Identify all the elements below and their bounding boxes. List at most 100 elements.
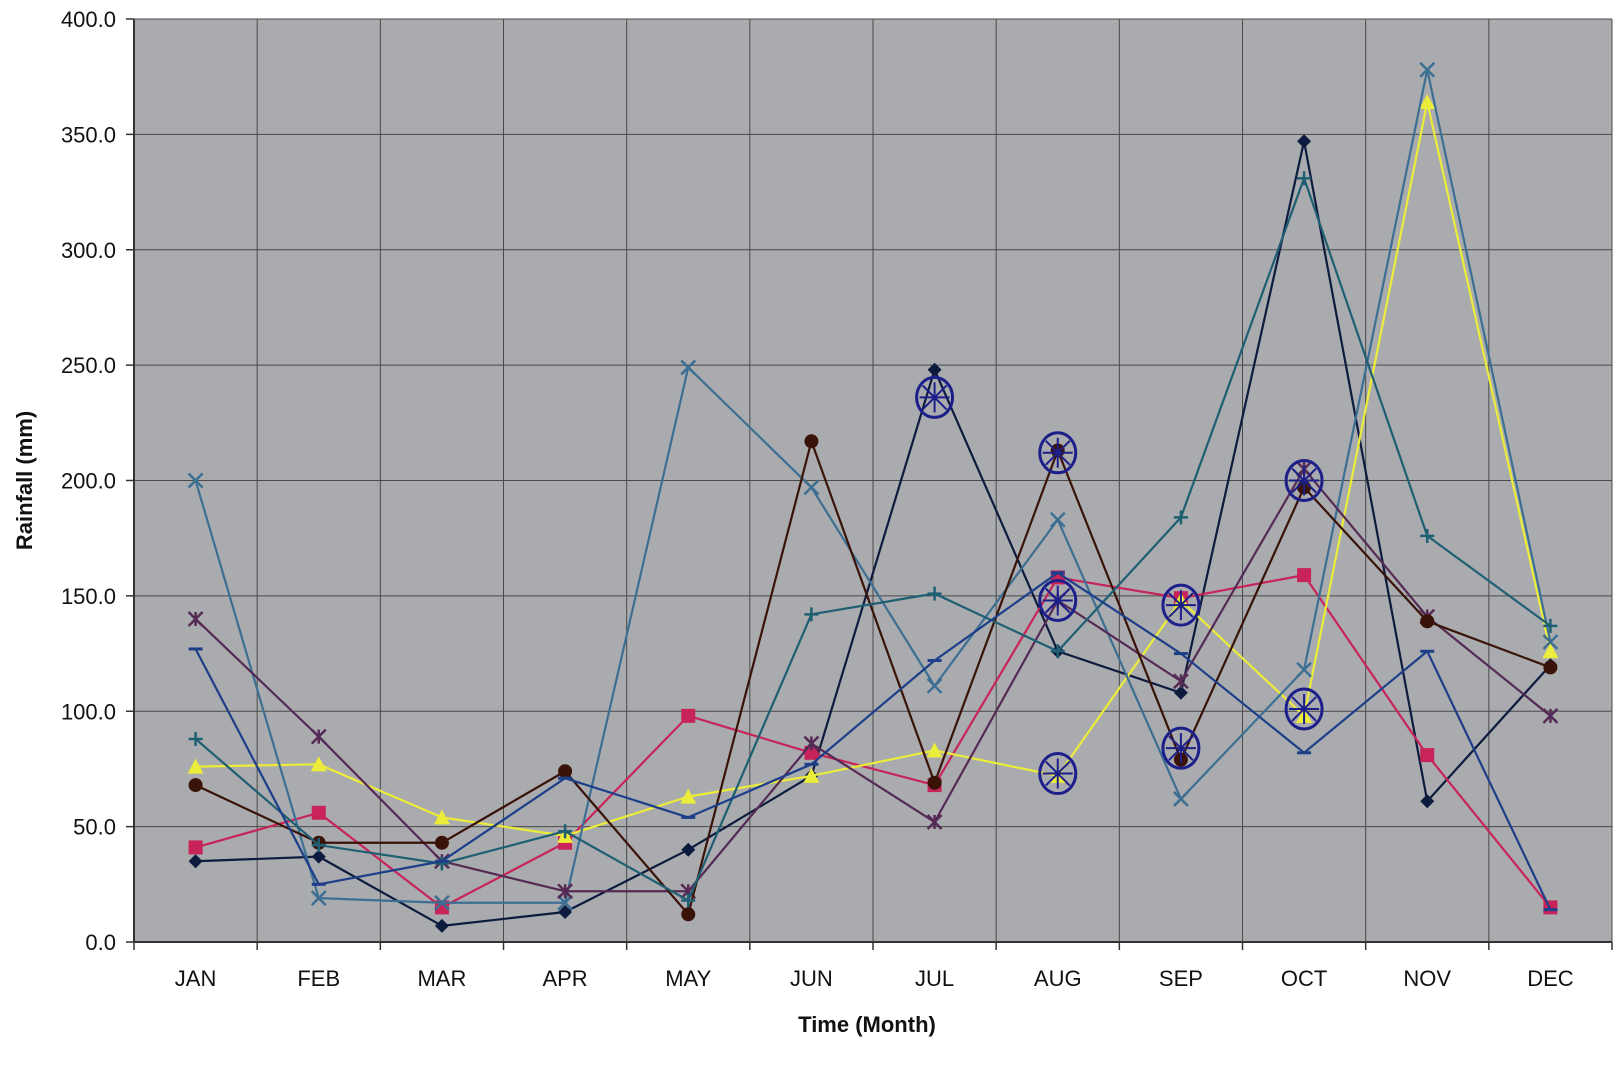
data-point	[1297, 171, 1312, 186]
annotation-star	[1042, 585, 1073, 616]
y-tick-label: 50.0	[73, 815, 116, 840]
series-line	[194, 177, 1552, 902]
data-point	[434, 918, 449, 933]
data-point	[188, 840, 203, 855]
data-point	[1297, 568, 1312, 583]
annotation-circle	[1038, 578, 1078, 622]
series-line	[195, 440, 1551, 916]
data-point	[188, 778, 203, 793]
data-point	[1173, 673, 1189, 690]
data-point	[680, 359, 697, 376]
y-tick-label: 400.0	[61, 7, 116, 32]
annotation-mark	[915, 375, 955, 419]
annotation-mark	[1038, 431, 1078, 475]
annotation-mark	[1284, 459, 1324, 502]
data-point	[1050, 644, 1065, 659]
data-point	[1420, 794, 1435, 809]
data-point	[188, 731, 203, 746]
annotation-star	[1289, 693, 1320, 724]
x-tick-label: MAY	[665, 966, 711, 991]
annotation-mark	[1161, 583, 1201, 627]
data-point	[1542, 707, 1559, 724]
x-tick-label: MAR	[417, 966, 466, 991]
series-line	[194, 571, 1552, 911]
annotation-circle	[1038, 752, 1078, 796]
annotation-mark	[1161, 726, 1201, 770]
annotation-star	[1289, 465, 1320, 496]
data-point	[1542, 634, 1559, 650]
data-point	[434, 856, 449, 871]
x-tick-label: DEC	[1527, 966, 1574, 991]
annotation-circle	[1161, 583, 1201, 627]
data-point	[803, 479, 820, 496]
data-point	[311, 849, 326, 864]
x-tick-label: SEP	[1159, 966, 1203, 991]
series-line	[195, 574, 1552, 909]
data-point	[926, 742, 943, 758]
x-tick-label: JAN	[175, 966, 217, 991]
y-tick-label: 250.0	[61, 353, 116, 378]
data-point	[433, 809, 450, 825]
x-tick-label: JUN	[790, 966, 833, 991]
series-line	[194, 68, 1552, 904]
data-point	[1420, 748, 1435, 763]
y-tick-label: 350.0	[61, 122, 116, 147]
data-point	[310, 756, 327, 772]
annotation-star	[919, 382, 950, 413]
data-point	[1296, 661, 1312, 678]
data-point	[927, 586, 942, 601]
data-point	[434, 835, 449, 850]
y-tick-label: 200.0	[61, 469, 116, 494]
data-point	[803, 735, 820, 752]
annotation-layer	[915, 375, 1324, 796]
data-point	[926, 814, 943, 830]
data-point	[1173, 685, 1188, 700]
data-point	[1049, 511, 1066, 528]
series-line	[194, 467, 1552, 893]
data-point	[1173, 791, 1189, 807]
series-line	[195, 100, 1552, 837]
y-tick-label: 0.0	[85, 930, 116, 955]
annotation-star	[1042, 437, 1073, 468]
data-point	[927, 775, 942, 790]
data-point	[558, 905, 573, 920]
data-point	[1419, 61, 1436, 78]
annotation-mark	[1038, 752, 1078, 796]
y-tick-label: 100.0	[61, 699, 116, 724]
series-4	[187, 61, 1559, 911]
data-point	[927, 362, 942, 377]
x-tick-label: OCT	[1281, 966, 1327, 991]
annotation-star	[1042, 758, 1073, 789]
data-point	[557, 894, 573, 911]
data-point	[188, 854, 203, 869]
data-point	[434, 900, 449, 915]
data-point	[681, 893, 696, 908]
data-point	[558, 764, 573, 779]
data-point	[311, 805, 326, 820]
series-8	[188, 571, 1558, 912]
data-point	[681, 842, 696, 857]
data-point	[1420, 614, 1435, 629]
data-point	[557, 883, 573, 900]
data-point	[1297, 134, 1312, 149]
data-point	[681, 907, 696, 922]
data-point	[310, 728, 327, 745]
data-point	[680, 788, 697, 804]
data-point	[187, 472, 204, 489]
data-point	[804, 434, 819, 449]
data-point	[1543, 618, 1558, 633]
x-tick-label: NOV	[1403, 966, 1451, 991]
annotation-circle	[915, 375, 955, 419]
axes: 0.0 50.0 100.0 150.0 200.0 250.0 300.0 350.0 400…	[61, 7, 1613, 991]
x-axis-title: Time (Month)	[798, 1012, 936, 1037]
annotation-circle	[1284, 687, 1324, 731]
data-point	[926, 677, 943, 694]
data-point	[681, 708, 696, 723]
x-tick-label: FEB	[297, 966, 340, 991]
y-tick-label: 150.0	[61, 584, 116, 609]
annotation-star	[1165, 733, 1196, 764]
data-point	[310, 890, 327, 907]
x-tick-label: JUL	[915, 966, 954, 991]
annotation-mark	[1038, 578, 1078, 622]
